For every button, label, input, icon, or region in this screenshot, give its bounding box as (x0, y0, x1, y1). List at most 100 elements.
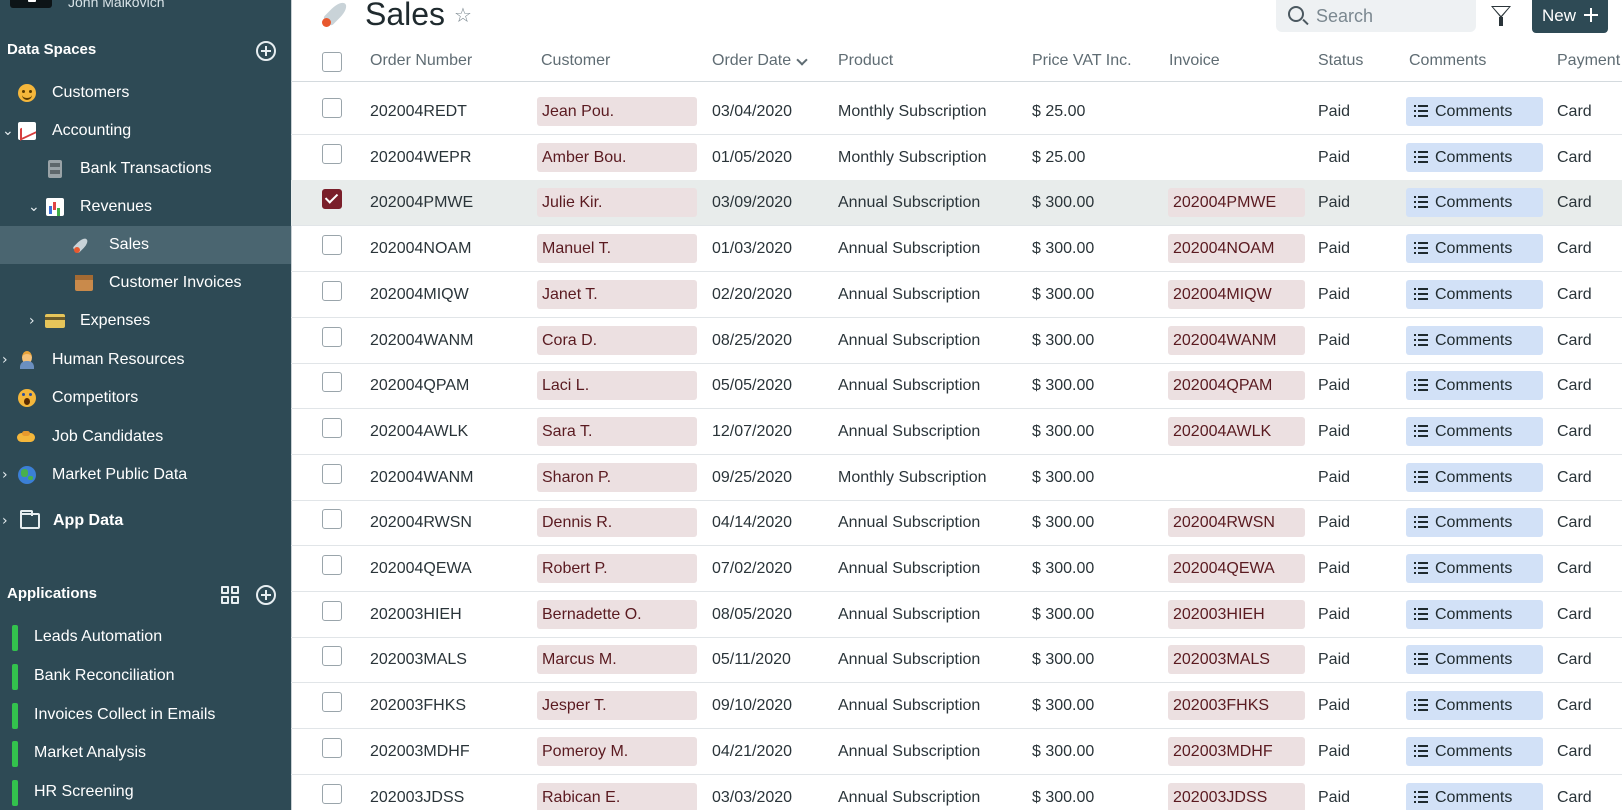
row-checkbox[interactable] (322, 417, 342, 438)
table-row[interactable]: 202004PMWE Julie Kir. 03/09/2020 Annual Sub… (291, 180, 1622, 227)
sidebar-item-expenses[interactable]: › Expenses (0, 302, 291, 340)
comments-button[interactable]: Comments (1406, 554, 1543, 583)
column-header-status[interactable]: Status (1318, 52, 1364, 69)
column-header-product[interactable]: Product (838, 52, 894, 69)
table-row[interactable]: 202004WANM Cora D. 08/25/2020 Annual Subscr… (291, 318, 1622, 364)
search-input[interactable]: Search (1276, 0, 1476, 32)
column-header-customer[interactable]: Customer (541, 52, 611, 69)
row-checkbox[interactable] (322, 143, 342, 164)
comments-button[interactable]: Comments (1406, 325, 1543, 355)
sidebar-item-customer-invoices[interactable]: Customer Invoices (0, 264, 291, 302)
avatar[interactable] (10, 0, 52, 8)
invoice-link[interactable]: 202003FHKS (1168, 691, 1305, 721)
table-row[interactable]: 202004RWSN Dennis R. 04/14/2020 Annual Subs… (291, 500, 1622, 547)
app-item-bank-reconciliation[interactable]: Bank Reconciliation (0, 657, 291, 695)
customer-link[interactable]: Jean Pou. (537, 97, 697, 126)
invoice-link[interactable]: 202003MALS (1168, 645, 1305, 675)
grid-view-icon[interactable] (221, 586, 241, 606)
column-header-invoice[interactable]: Invoice (1169, 52, 1220, 69)
comments-button[interactable]: Comments (1406, 782, 1543, 810)
star-icon[interactable]: ☆ (454, 3, 472, 27)
invoice-link[interactable]: 202004PMWE (1168, 188, 1305, 218)
invoice-link[interactable]: 202004WANM (1168, 325, 1305, 355)
chevron-right-icon[interactable]: › (2, 513, 8, 529)
table-row[interactable]: 202004WANM Sharon P. 09/25/2020 Monthly Sub… (291, 455, 1622, 501)
chevron-right-icon[interactable]: › (2, 467, 8, 483)
customer-link[interactable]: Cora D. (537, 325, 697, 355)
row-checkbox[interactable] (322, 235, 342, 256)
table-row[interactable]: 202004REDT Jean Pou. 03/04/2020 Monthly Sub… (291, 89, 1622, 135)
row-checkbox[interactable] (322, 646, 342, 667)
sidebar-item-competitors[interactable]: Competitors (0, 379, 291, 417)
comments-button[interactable]: Comments (1406, 97, 1543, 126)
table-row[interactable]: 202003HIEH Bernadette O. 08/05/2020 Annual … (291, 592, 1622, 638)
sidebar-item-customers[interactable]: Customers (0, 74, 291, 112)
row-checkbox[interactable] (322, 189, 342, 210)
invoice-link[interactable]: 202004QPAM (1168, 371, 1305, 401)
table-row[interactable]: 202004AWLK Sara T. 12/07/2020 Annual Subscr… (291, 409, 1622, 455)
table-row[interactable]: 202003MDHF Pomeroy M. 04/21/2020 Annual Sub… (291, 729, 1622, 775)
invoice-link[interactable]: 202004NOAM (1168, 234, 1305, 264)
table-row[interactable]: 202004MIQW Janet T. 02/20/2020 Annual Subsc… (291, 272, 1622, 318)
row-checkbox[interactable] (322, 509, 342, 530)
table-row[interactable]: 202003FHKS Jesper T. 09/10/2020 Annual Subs… (291, 683, 1622, 730)
comments-button[interactable]: Comments (1406, 599, 1543, 629)
customer-link[interactable]: Amber Bou. (537, 142, 697, 172)
sidebar-item-revenues[interactable]: ⌄ Revenues (0, 188, 291, 226)
comments-button[interactable]: Comments (1406, 691, 1543, 721)
comments-button[interactable]: Comments (1406, 279, 1543, 309)
add-application-icon[interactable] (256, 585, 276, 605)
table-row[interactable]: 202004QEWA Robert P. 07/02/2020 Annual Subs… (291, 546, 1622, 592)
row-checkbox[interactable] (322, 372, 342, 393)
customer-link[interactable]: Rabican E. (537, 782, 697, 810)
table-row[interactable]: 202004QPAM Laci L. 05/05/2020 Annual Subscr… (291, 363, 1622, 410)
customer-link[interactable]: Laci L. (537, 371, 697, 401)
customer-link[interactable]: Marcus M. (537, 645, 697, 675)
customer-link[interactable]: Dennis R. (537, 508, 697, 538)
row-checkbox[interactable] (322, 600, 342, 621)
comments-button[interactable]: Comments (1406, 645, 1543, 675)
row-checkbox[interactable] (322, 692, 342, 713)
column-header-payment[interactable]: Payment (1557, 52, 1621, 69)
customer-link[interactable]: Pomeroy M. (537, 736, 697, 766)
comments-button[interactable]: Comments (1406, 416, 1543, 446)
invoice-link[interactable]: 202004MIQW (1168, 279, 1305, 309)
chevron-right-icon[interactable]: › (2, 352, 8, 368)
app-item-hr-screening[interactable]: HR Screening (0, 773, 291, 810)
sidebar-item-app-data[interactable]: › App Data (0, 502, 291, 540)
table-row[interactable]: 202004WEPR Amber Bou. 01/05/2020 Monthly Su… (291, 135, 1622, 181)
sidebar-item-accounting[interactable]: ⌄ Accounting (0, 112, 291, 150)
app-item-leads-automation[interactable]: Leads Automation (0, 618, 291, 656)
customer-link[interactable]: Jesper T. (537, 691, 697, 721)
row-checkbox[interactable] (322, 280, 342, 301)
table-row[interactable]: 202003MALS Marcus M. 05/11/2020 Annual Subs… (291, 637, 1622, 684)
new-record-button[interactable]: New (1532, 0, 1608, 33)
row-checkbox[interactable] (322, 737, 342, 758)
chevron-down-icon[interactable]: ⌄ (2, 123, 14, 139)
app-item-invoices-collect[interactable]: Invoices Collect in Emails (0, 696, 291, 734)
row-checkbox[interactable] (322, 555, 342, 575)
add-data-space-icon[interactable] (256, 41, 276, 61)
comments-button[interactable]: Comments (1406, 462, 1543, 492)
comments-button[interactable]: Comments (1406, 508, 1543, 538)
customer-link[interactable]: Julie Kir. (537, 188, 697, 218)
customer-link[interactable]: Robert P. (537, 554, 697, 583)
invoice-link[interactable]: 202003JDSS (1168, 782, 1305, 810)
row-checkbox[interactable] (322, 326, 342, 347)
customer-link[interactable]: Manuel T. (537, 234, 697, 264)
row-checkbox[interactable] (322, 463, 342, 484)
sidebar-item-job-candidates[interactable]: Job Candidates (0, 418, 291, 456)
customer-link[interactable]: Janet T. (537, 279, 697, 309)
table-row[interactable]: 202003JDSS Rabican E. 03/03/2020 Annual Sub… (291, 775, 1622, 810)
comments-button[interactable]: Comments (1406, 371, 1543, 401)
column-header-comments[interactable]: Comments (1409, 52, 1487, 69)
sidebar-item-sales[interactable]: Sales (0, 226, 291, 264)
invoice-link[interactable]: 202003MDHF (1168, 736, 1305, 766)
customer-link[interactable]: Sara T. (537, 416, 697, 446)
chevron-right-icon[interactable]: › (29, 313, 35, 329)
column-header-price[interactable]: Price VAT Inc. (1032, 52, 1132, 69)
comments-button[interactable]: Comments (1406, 234, 1543, 264)
user-profile[interactable]: John Malkovich (0, 0, 291, 12)
invoice-link[interactable]: 202004QEWA (1168, 554, 1305, 583)
row-checkbox[interactable] (322, 783, 342, 804)
